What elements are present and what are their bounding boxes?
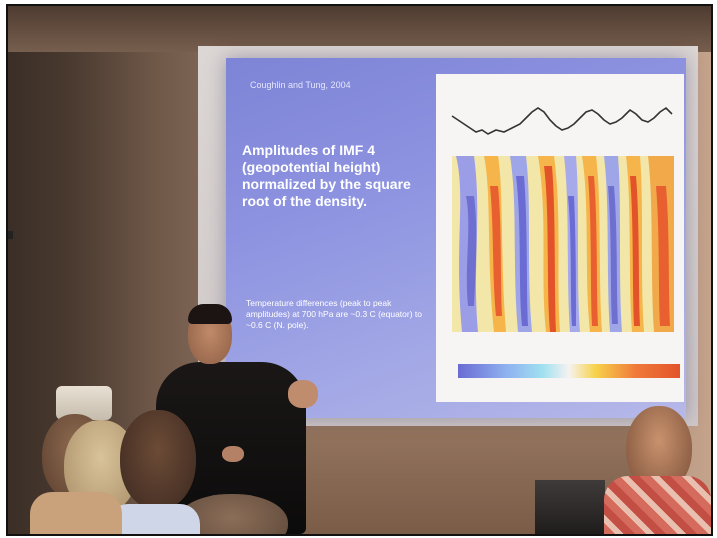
blue-shirt <box>108 504 200 534</box>
tan-shirt <box>30 492 122 534</box>
slide-figure <box>436 74 684 402</box>
slide-note: Temperature differences (peak to peak am… <box>246 298 423 330</box>
presentation-slide: Coughlin and Tung, 2004 Amplitudes of IM… <box>226 58 686 418</box>
timeseries-line <box>451 106 673 135</box>
speaker-hand-left <box>222 446 244 462</box>
colorbar <box>458 364 680 378</box>
slide-source-citation: Coughlin and Tung, 2004 <box>250 80 351 90</box>
slide-heading: Amplitudes of IMF 4 (geopotential height… <box>242 142 411 209</box>
timeseries-plot <box>451 106 673 135</box>
laptop <box>535 480 605 534</box>
speaker-hair <box>188 304 232 324</box>
plaid-shirt <box>604 476 711 534</box>
contour-map <box>452 156 674 332</box>
photo-frame: Coughlin and Tung, 2004 Amplitudes of IM… <box>6 4 713 536</box>
edge-mark <box>8 231 13 239</box>
audience-head-center <box>120 410 196 510</box>
speaker-hand <box>288 380 318 408</box>
